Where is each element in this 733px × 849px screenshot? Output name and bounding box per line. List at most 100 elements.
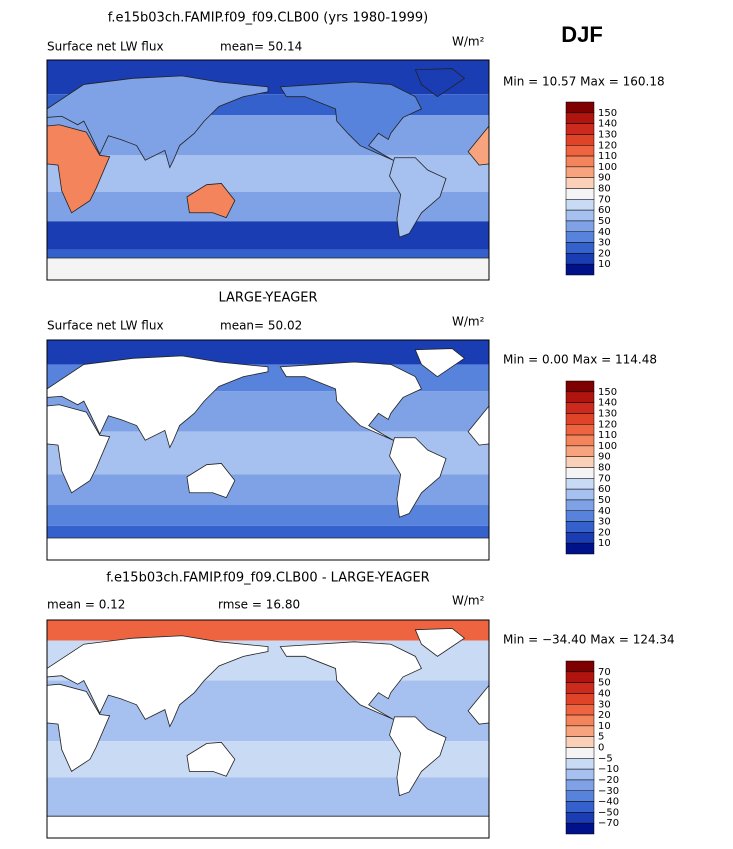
colorbar-label: 20	[598, 710, 611, 721]
panel-title: LARGE-YEAGER	[218, 291, 317, 306]
colorbar-label: 20	[598, 248, 611, 259]
panel-mean: mean= 50.14	[220, 40, 302, 54]
colorbar-label: 120	[598, 419, 617, 430]
land	[186, 463, 236, 499]
colorbar-label: 80	[598, 184, 611, 195]
colorbar-box	[565, 209, 595, 222]
land	[46, 635, 269, 728]
panel-subtitle: Surface net LW flux	[47, 40, 164, 54]
colorbar-label: 70	[598, 194, 611, 205]
colorbar-label: 140	[598, 398, 617, 409]
land	[389, 157, 447, 238]
colorbar-label: 30	[598, 517, 611, 528]
colorbar-label: −20	[598, 775, 619, 786]
colorbar-box	[565, 253, 595, 265]
land	[46, 404, 111, 494]
map-frame	[46, 339, 490, 561]
colorbar-label: 150	[598, 108, 617, 119]
map-band	[47, 620, 489, 641]
colorbar-box	[565, 456, 595, 468]
colorbar-label: 110	[598, 151, 617, 162]
colorbar-label: −70	[598, 818, 619, 829]
land	[46, 75, 269, 169]
colorbar-label: 50	[598, 495, 611, 506]
colorbar-label: 5	[598, 732, 604, 743]
panel-units: W/m²	[452, 594, 485, 608]
colorbar-box	[565, 693, 595, 705]
colorbar-label: −5	[598, 753, 613, 764]
colorbar-label: 50	[598, 216, 611, 227]
panel-rmse: rmse = 16.80	[218, 598, 300, 612]
colorbar-box	[565, 101, 595, 114]
colorbar-label: 110	[598, 430, 617, 441]
land	[414, 68, 466, 98]
colorbar-label: 40	[598, 688, 611, 699]
colorbar-label: 80	[598, 463, 611, 474]
colorbar-label: 40	[598, 227, 611, 238]
colorbar-label: 70	[598, 667, 611, 678]
colorbar-box	[565, 768, 595, 781]
colorbar-label: 60	[598, 484, 611, 495]
colorbar-box	[565, 801, 595, 813]
colorbar-box	[565, 488, 595, 501]
colorbar-label: 90	[598, 452, 611, 463]
colorbar-box	[565, 478, 595, 490]
colorbar-label: 140	[598, 119, 617, 130]
colorbar-box	[565, 812, 595, 824]
colorbar-box	[565, 123, 595, 135]
panel-range: Min = 10.57 Max = 160.18	[503, 75, 665, 89]
land	[389, 437, 447, 518]
colorbar-label: −50	[598, 807, 619, 818]
panel-range: Min = 0.00 Max = 114.48	[503, 353, 657, 367]
colorbar-label: 40	[598, 506, 611, 517]
colorbar-box	[565, 155, 595, 168]
colorbar-label: 10	[598, 259, 611, 270]
season-label: DJF	[561, 22, 603, 47]
colorbar-box	[565, 510, 595, 522]
colorbar-label: −30	[598, 786, 619, 797]
colorbar-box	[565, 704, 595, 716]
land	[279, 361, 423, 441]
colorbar-box	[565, 714, 595, 727]
colorbar-box	[565, 199, 595, 211]
colorbar-label: 150	[598, 387, 617, 398]
colorbar-box	[565, 499, 595, 511]
colorbar-box	[565, 263, 595, 276]
panel-title: f.e15b03ch.FAMIP.f09_f09.CLB00 - LARGE-Y…	[106, 571, 429, 586]
colorbar-label: 0	[598, 743, 604, 754]
map-frame	[46, 619, 490, 839]
colorbar-label: 100	[598, 162, 617, 173]
colorbar-label: 30	[598, 699, 611, 710]
land	[46, 257, 490, 281]
land	[279, 641, 423, 720]
colorbar-label: 130	[598, 408, 617, 419]
colorbar-label: 100	[598, 441, 617, 452]
colorbar-label: −40	[598, 797, 619, 808]
colorbar-box	[565, 242, 595, 254]
map-band	[47, 505, 489, 526]
map-band	[47, 221, 489, 250]
colorbar-box	[565, 790, 595, 802]
colorbar-box	[565, 145, 595, 157]
panel-mean: mean= 50.02	[220, 319, 302, 333]
colorbar-label: 10	[598, 721, 611, 732]
land	[186, 183, 236, 219]
colorbar-box	[565, 177, 595, 189]
colorbar-box	[565, 380, 595, 393]
colorbar-label: 30	[598, 238, 611, 249]
colorbar-box	[565, 166, 595, 178]
land	[186, 741, 236, 777]
map-frame	[46, 59, 490, 281]
colorbar-box	[565, 220, 595, 232]
panel-subtitle: Surface net LW flux	[47, 319, 164, 333]
panel-units: W/m²	[452, 315, 485, 329]
land	[46, 124, 111, 214]
panel-mean: mean = 0.12	[47, 598, 125, 612]
colorbar-box	[565, 413, 595, 425]
land	[46, 683, 111, 772]
colorbar-box	[565, 758, 595, 770]
colorbar-box	[565, 391, 595, 403]
land	[414, 348, 466, 378]
colorbar-box	[565, 434, 595, 447]
